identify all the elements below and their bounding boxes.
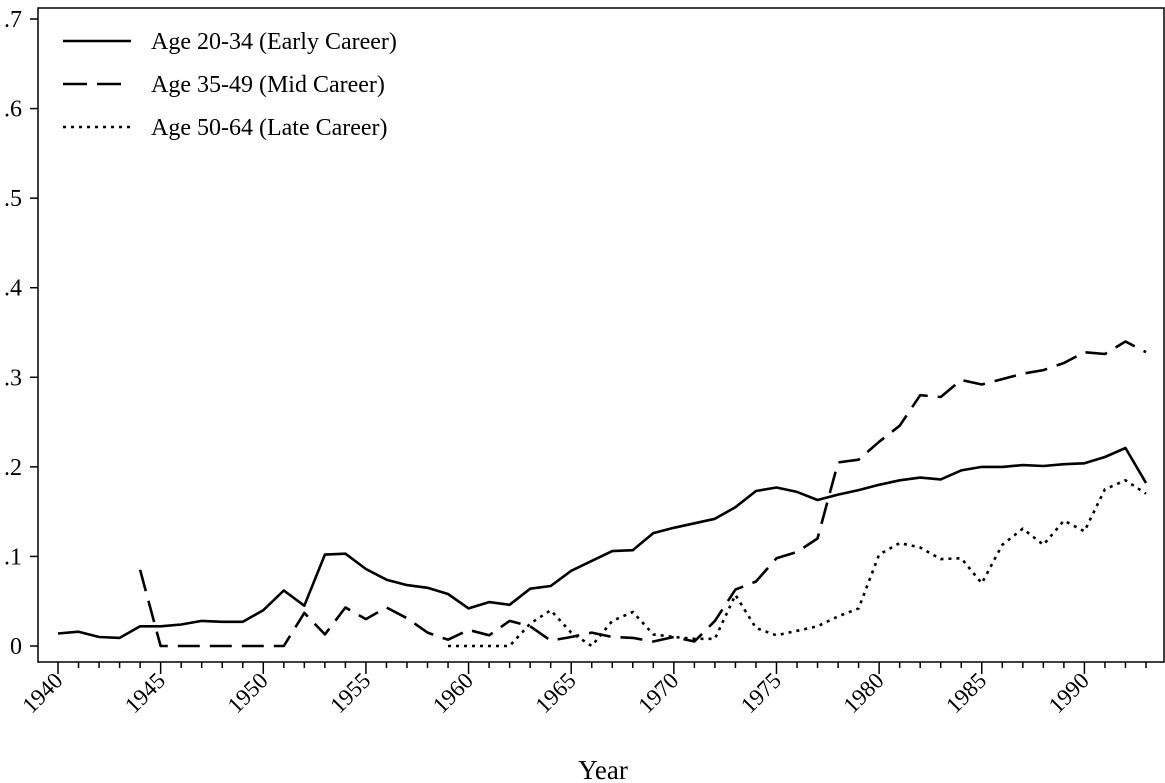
legend: Age 20-34 (Early Career) Age 35-49 (Mid C… <box>63 29 397 141</box>
x-tick-label: 1965 <box>531 668 581 718</box>
y-tick-label: .2 <box>4 455 22 481</box>
x-tick-label: 1955 <box>325 668 375 718</box>
plot-frame <box>37 7 1165 663</box>
x-tick-label: 1990 <box>1044 668 1094 718</box>
x-tick-label: 1975 <box>736 668 786 718</box>
y-tick-label: .1 <box>4 544 22 570</box>
legend-label: Age 20-34 (Early Career) <box>151 29 397 55</box>
x-axis-title: Year <box>578 755 628 783</box>
y-axis: 0 .1 .2 .3 .4 .5 .6 .7 <box>4 7 38 660</box>
y-tick-label: .5 <box>4 186 22 212</box>
series-line-solid <box>57 446 1148 640</box>
x-axis: 1940 1945 1950 1955 1960 1965 1970 1975 1980 1985… <box>17 662 1147 718</box>
y-tick-label: 0 <box>10 634 22 660</box>
y-tick-label: .4 <box>4 276 22 302</box>
x-tick-label: 1970 <box>633 668 683 718</box>
legend-label: Age 50-64 (Late Career) <box>151 115 388 141</box>
x-tick-label: 1985 <box>941 668 991 718</box>
x-tick-label: 1950 <box>223 668 273 718</box>
legend-label: Age 35-49 (Mid Career) <box>151 72 385 98</box>
y-tick-label: .3 <box>4 365 22 391</box>
series-line-dashed <box>138 340 1147 648</box>
x-tick-label: 1940 <box>17 668 67 718</box>
y-tick-label: .7 <box>4 7 22 33</box>
y-tick-label: .6 <box>4 97 22 123</box>
series-layer <box>57 340 1148 648</box>
x-tick-label: 1980 <box>838 668 888 718</box>
series-line-dotted <box>448 479 1147 648</box>
x-tick-label: 1945 <box>120 668 170 718</box>
x-tick-label: 1960 <box>428 668 478 718</box>
